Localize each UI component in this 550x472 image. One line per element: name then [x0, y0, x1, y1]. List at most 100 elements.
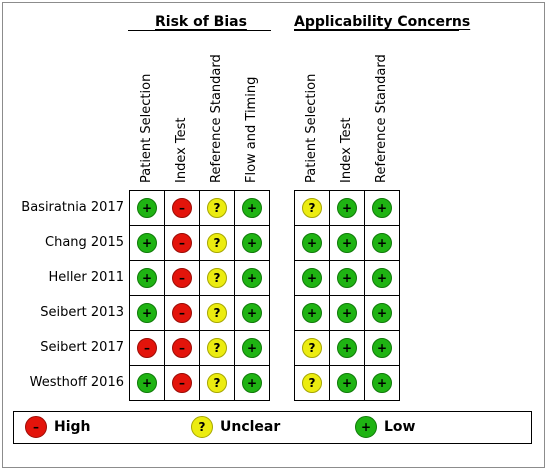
- risk-of-bias-rule: [128, 30, 271, 31]
- legend-label-high: High: [54, 419, 91, 435]
- risk-of-bias-row: + –? +: [130, 366, 270, 401]
- low-risk-icon: +: [372, 303, 392, 323]
- high-risk-icon: –: [137, 338, 157, 358]
- applicability-cell: ?: [295, 191, 330, 226]
- applicability-row: + + +: [295, 296, 400, 331]
- applicability-cell: +: [330, 331, 365, 366]
- low-risk-icon: +: [242, 303, 262, 323]
- risk-of-bias-cell: +: [130, 296, 165, 331]
- low-risk-icon: +: [302, 268, 322, 288]
- low-risk-icon: +: [137, 268, 157, 288]
- low-risk-icon: +: [242, 373, 262, 393]
- risk-of-bias-cell: –: [165, 261, 200, 296]
- applicability-concerns-title: Applicability Concerns: [294, 14, 470, 30]
- risk-of-bias-cell: +: [130, 366, 165, 401]
- applicability-grid: ? + + + + + + + + + + +? + +? + +: [294, 190, 400, 401]
- high-risk-icon: –: [25, 416, 47, 438]
- risk-of-bias-cell: –: [130, 331, 165, 366]
- legend-label-low: Low: [384, 419, 415, 435]
- low-risk-icon: +: [242, 268, 262, 288]
- risk-of-bias-cell: +: [235, 191, 270, 226]
- risk-of-bias-cell: +: [235, 331, 270, 366]
- high-risk-icon: –: [172, 303, 192, 323]
- risk-of-bias-cell: +: [235, 261, 270, 296]
- low-risk-icon: +: [137, 303, 157, 323]
- applicability-cell: +: [295, 226, 330, 261]
- unclear-risk-icon: ?: [207, 268, 227, 288]
- applicability-cell: +: [330, 366, 365, 401]
- high-risk-icon: –: [172, 268, 192, 288]
- low-risk-icon: +: [302, 233, 322, 253]
- unclear-risk-icon: ?: [302, 373, 322, 393]
- unclear-risk-icon: ?: [207, 303, 227, 323]
- applicability-cell: +: [330, 261, 365, 296]
- risk-of-bias-cell: –: [165, 331, 200, 366]
- risk-of-bias-cell: ?: [200, 296, 235, 331]
- risk-of-bias-cell: +: [235, 226, 270, 261]
- low-risk-icon: +: [137, 373, 157, 393]
- risk-of-bias-title: Risk of Bias: [155, 14, 247, 30]
- applicability-row: + + +: [295, 226, 400, 261]
- risk-of-bias-cell: –: [165, 191, 200, 226]
- risk-of-bias-cell: ?: [200, 261, 235, 296]
- col-label-rob-reference-standard: Reference Standard: [209, 54, 224, 183]
- col-label-rob-flow-and-timing: Flow and Timing: [244, 77, 259, 183]
- risk-of-bias-cell: +: [130, 191, 165, 226]
- applicability-row: ? + +: [295, 366, 400, 401]
- applicability-cell: +: [365, 261, 400, 296]
- low-risk-icon: +: [372, 373, 392, 393]
- low-risk-icon: +: [372, 338, 392, 358]
- applicability-cell: +: [330, 226, 365, 261]
- study-label: Seibert 2017: [4, 330, 124, 365]
- risk-of-bias-row: + –? +: [130, 226, 270, 261]
- low-risk-icon: +: [242, 198, 262, 218]
- high-risk-icon: –: [172, 373, 192, 393]
- risk-of-bias-cell: +: [130, 226, 165, 261]
- applicability-cell: +: [295, 296, 330, 331]
- unclear-risk-icon: ?: [207, 233, 227, 253]
- risk-of-bias-cell: +: [235, 366, 270, 401]
- applicability-cell: +: [365, 226, 400, 261]
- low-risk-icon: +: [337, 268, 357, 288]
- legend-label-unclear: Unclear: [220, 419, 280, 435]
- legend-item-low: + Low: [355, 416, 415, 438]
- study-label: Chang 2015: [4, 225, 124, 260]
- risk-of-bias-cell: ?: [200, 366, 235, 401]
- risk-of-bias-cell: ?: [200, 331, 235, 366]
- study-label: Westhoff 2016: [4, 365, 124, 400]
- risk-of-bias-row: + –? +: [130, 296, 270, 331]
- applicability-row: ? + +: [295, 191, 400, 226]
- low-risk-icon: +: [242, 338, 262, 358]
- applicability-row: + + +: [295, 261, 400, 296]
- applicability-concerns-rule: [294, 30, 459, 31]
- applicability-cell: +: [330, 191, 365, 226]
- risk-of-bias-grid: + –? + + –? + + –? + + –? + – –? + + –? +: [129, 190, 270, 401]
- applicability-cell: +: [295, 261, 330, 296]
- low-risk-icon: +: [372, 198, 392, 218]
- applicability-cell: +: [365, 191, 400, 226]
- legend-item-high: – High: [25, 416, 91, 438]
- applicability-cell: +: [365, 296, 400, 331]
- low-risk-icon: +: [242, 233, 262, 253]
- study-label: Seibert 2013: [4, 295, 124, 330]
- risk-of-bias-row: – –? +: [130, 331, 270, 366]
- low-risk-icon: +: [372, 268, 392, 288]
- high-risk-icon: –: [172, 338, 192, 358]
- high-risk-icon: –: [172, 233, 192, 253]
- col-label-ac-reference-standard: Reference Standard: [374, 54, 389, 183]
- col-label-ac-index-test: Index Test: [339, 117, 354, 183]
- applicability-cell: ?: [295, 331, 330, 366]
- risk-of-bias-cell: –: [165, 296, 200, 331]
- unclear-risk-icon: ?: [207, 338, 227, 358]
- low-risk-icon: +: [372, 233, 392, 253]
- risk-of-bias-row: + –? +: [130, 191, 270, 226]
- risk-of-bias-cell: ?: [200, 226, 235, 261]
- unclear-risk-icon: ?: [207, 198, 227, 218]
- legend-item-unclear: ? Unclear: [191, 416, 280, 438]
- risk-of-bias-cell: +: [130, 261, 165, 296]
- unclear-risk-icon: ?: [207, 373, 227, 393]
- unclear-risk-icon: ?: [302, 198, 322, 218]
- risk-of-bias-cell: +: [235, 296, 270, 331]
- risk-of-bias-cell: ?: [200, 191, 235, 226]
- study-label: Basiratnia 2017: [4, 190, 124, 225]
